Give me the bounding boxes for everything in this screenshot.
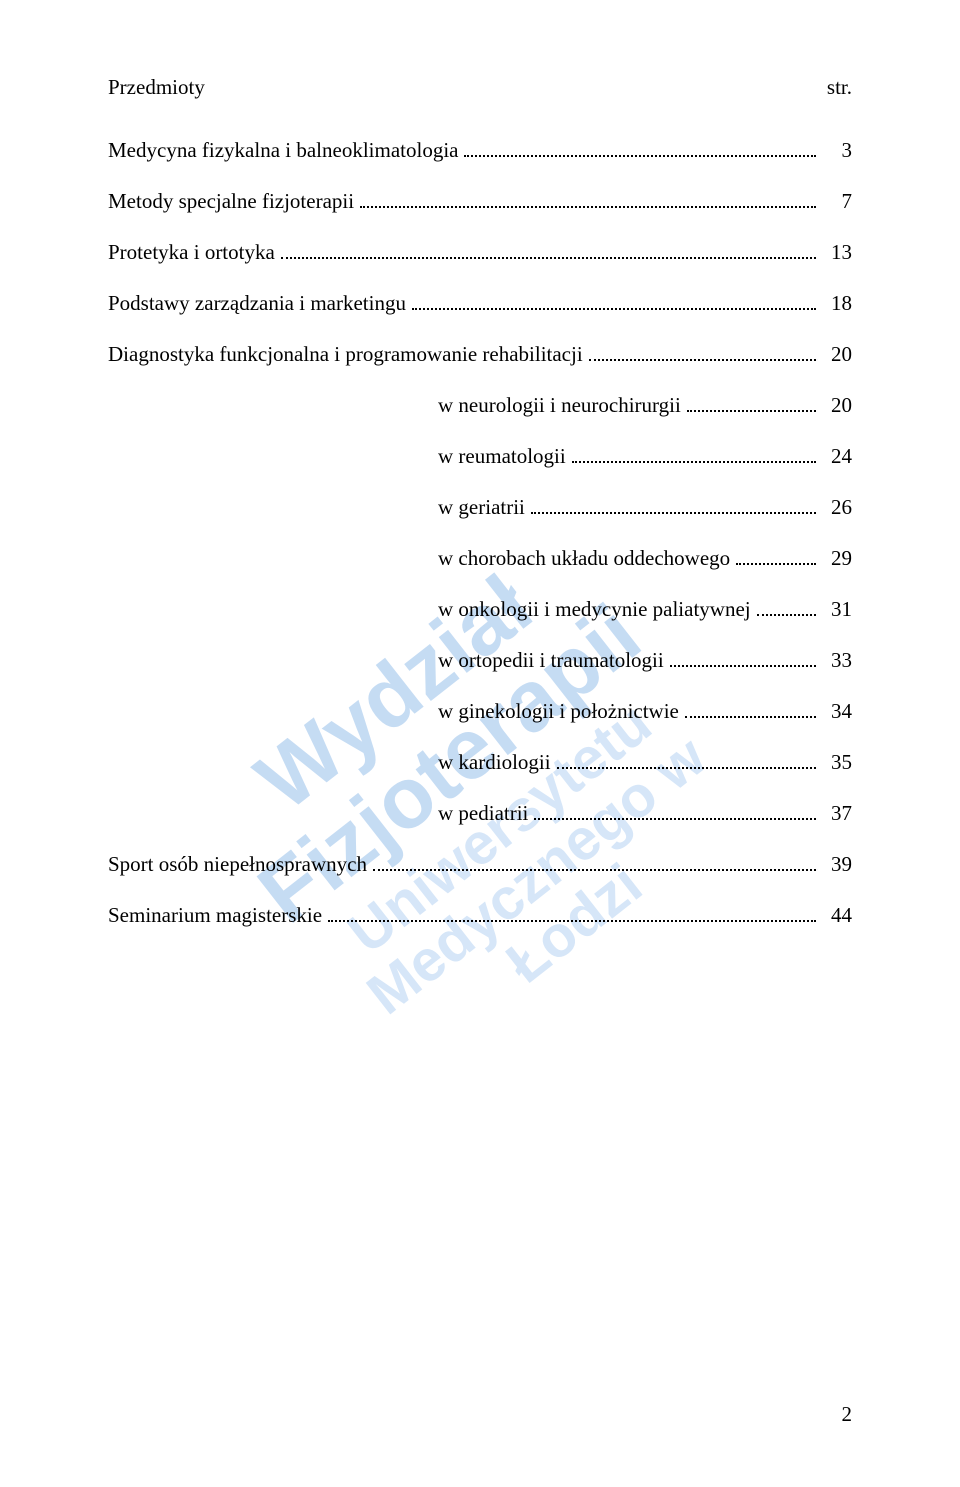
dot-leader — [670, 665, 816, 667]
toc-label: Sport osób niepełnosprawnych — [108, 852, 367, 877]
dot-leader — [281, 257, 816, 259]
toc-page: 20 — [822, 393, 852, 418]
page: Wydział Fizjoterapii Uniwersytetu Medycz… — [0, 0, 960, 1487]
dot-leader — [534, 818, 816, 820]
toc-row: Podstawy zarządzania i marketingu 18 — [108, 291, 852, 316]
toc-page: 20 — [822, 342, 852, 367]
toc-label: w chorobach układu oddechowego — [438, 546, 730, 571]
toc-label: Podstawy zarządzania i marketingu — [108, 291, 406, 316]
toc-label: Protetyka i ortotyka — [108, 240, 275, 265]
footer-page-number: 2 — [842, 1402, 853, 1427]
toc-row: Medycyna fizykalna i balneoklimatologia … — [108, 138, 852, 163]
header-left: Przedmioty — [108, 75, 205, 100]
toc-label: w pediatrii — [438, 801, 528, 826]
header-right: str. — [827, 75, 852, 100]
toc-label: w reumatologii — [438, 444, 566, 469]
toc-page: 26 — [822, 495, 852, 520]
toc-page: 24 — [822, 444, 852, 469]
toc-row: w onkologii i medycynie paliatywnej 31 — [438, 597, 852, 622]
toc-row: w neurologii i neurochirurgii 20 — [438, 393, 852, 418]
dot-leader — [685, 716, 816, 718]
toc-row: w ortopedii i traumatologii 33 — [438, 648, 852, 673]
toc-subsection: w neurologii i neurochirurgii 20 w reuma… — [438, 393, 852, 826]
toc-label: Diagnostyka funkcjonalna i programowanie… — [108, 342, 583, 367]
toc-label: w onkologii i medycynie paliatywnej — [438, 597, 751, 622]
toc-page: 18 — [822, 291, 852, 316]
dot-leader — [572, 461, 816, 463]
toc-row: w pediatrii 37 — [438, 801, 852, 826]
toc-page: 29 — [822, 546, 852, 571]
toc-label: w ginekologii i położnictwie — [438, 699, 679, 724]
toc-row: Sport osób niepełnosprawnych 39 — [108, 852, 852, 877]
toc-label: Medycyna fizykalna i balneoklimatologia — [108, 138, 458, 163]
toc-page: 37 — [822, 801, 852, 826]
toc-page: 13 — [822, 240, 852, 265]
dot-leader — [360, 206, 816, 208]
dot-leader — [464, 155, 816, 157]
toc-row: Diagnostyka funkcjonalna i programowanie… — [108, 342, 852, 367]
toc-label: w ortopedii i traumatologii — [438, 648, 664, 673]
toc-page: 33 — [822, 648, 852, 673]
toc-row: w reumatologii 24 — [438, 444, 852, 469]
toc-page: 39 — [822, 852, 852, 877]
toc-row: w ginekologii i położnictwie 34 — [438, 699, 852, 724]
toc-label: w kardiologii — [438, 750, 551, 775]
dot-leader — [757, 614, 816, 616]
toc-row: w kardiologii 35 — [438, 750, 852, 775]
dot-leader — [589, 359, 816, 361]
toc-page: 3 — [822, 138, 852, 163]
toc-label: w geriatrii — [438, 495, 525, 520]
toc-page: 31 — [822, 597, 852, 622]
toc-row: w chorobach układu oddechowego 29 — [438, 546, 852, 571]
toc-row: Metody specjalne fizjoterapii 7 — [108, 189, 852, 214]
toc-page: 7 — [822, 189, 852, 214]
dot-leader — [328, 920, 816, 922]
dot-leader — [687, 410, 816, 412]
dot-leader — [557, 767, 816, 769]
dot-leader — [412, 308, 816, 310]
toc-page: 35 — [822, 750, 852, 775]
content: Przedmioty str. Medycyna fizykalna i bal… — [108, 75, 852, 954]
toc-row: Seminarium magisterskie 44 — [108, 903, 852, 928]
toc-page: 34 — [822, 699, 852, 724]
dot-leader — [531, 512, 816, 514]
dot-leader — [373, 869, 816, 871]
toc-row: w geriatrii 26 — [438, 495, 852, 520]
toc-header: Przedmioty str. — [108, 75, 852, 100]
toc-row: Protetyka i ortotyka 13 — [108, 240, 852, 265]
toc-label: Seminarium magisterskie — [108, 903, 322, 928]
toc-label: Metody specjalne fizjoterapii — [108, 189, 354, 214]
toc-label: w neurologii i neurochirurgii — [438, 393, 681, 418]
toc-page: 44 — [822, 903, 852, 928]
dot-leader — [736, 563, 816, 565]
